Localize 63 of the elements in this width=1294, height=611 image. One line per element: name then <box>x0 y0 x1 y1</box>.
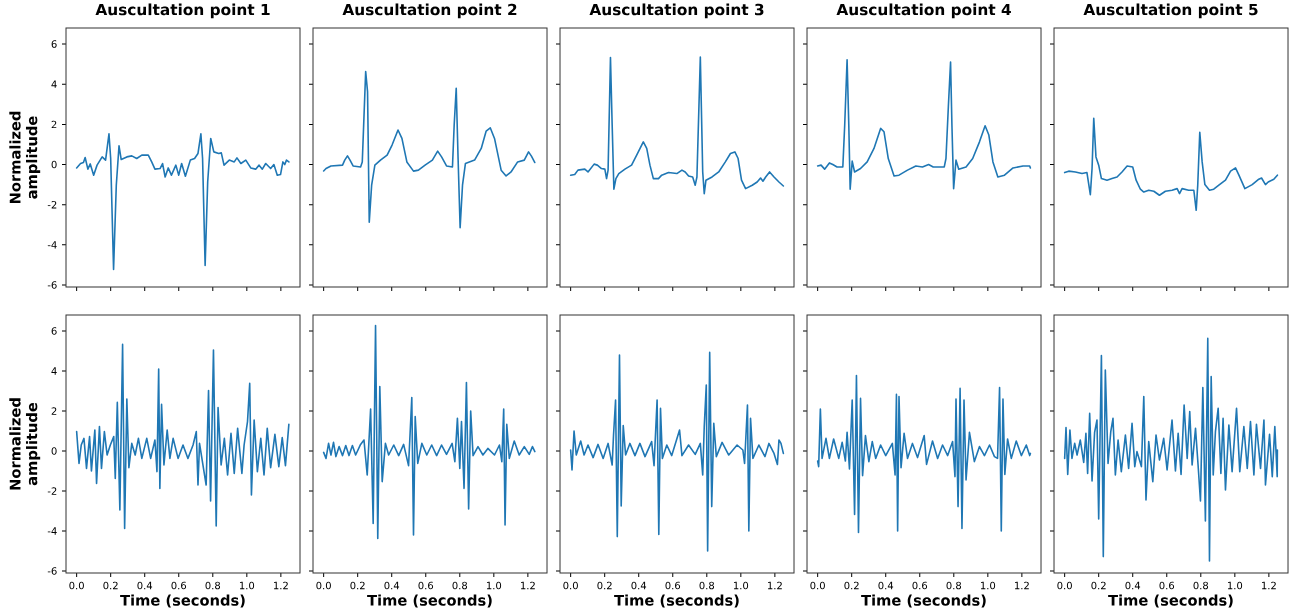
x-tick-label: 0.8 <box>946 581 962 590</box>
chart-title: Auscultation point 5 <box>1083 3 1258 19</box>
x-tick-label: 1.0 <box>733 581 749 590</box>
x-tick-label: 0.6 <box>665 581 681 590</box>
x-axis-title: Time (seconds) <box>120 594 245 608</box>
x-tick-label: 0.2 <box>103 581 118 590</box>
chart-title: Auscultation point 1 <box>95 3 270 19</box>
y-tick-label: 2 <box>51 407 57 415</box>
x-tick-label: 0.2 <box>350 581 365 590</box>
x-tick-label: 0.6 <box>171 581 187 590</box>
y-tick-label: -4 <box>47 241 57 249</box>
x-tick-label: 0.0 <box>810 581 825 590</box>
x-tick-label: 0.8 <box>452 581 468 590</box>
y-tick-label: 2 <box>51 120 57 129</box>
y-tick-label: -4 <box>47 527 57 535</box>
x-tick-label: 0.2 <box>597 581 612 590</box>
y-tick-label: -6 <box>47 567 57 575</box>
x-tick-label: 0.6 <box>418 581 434 590</box>
chart-title: Auscultation point 2 <box>342 3 517 19</box>
x-tick-label: 1.2 <box>768 581 782 590</box>
x-tick-label: 0.4 <box>878 581 894 590</box>
x-tick-label: 0.4 <box>137 581 153 590</box>
chart-title: Auscultation point 3 <box>589 3 764 19</box>
y-tick-label: 4 <box>51 367 57 375</box>
x-axis-title: Time (seconds) <box>861 594 986 608</box>
x-tick-label: 0.8 <box>699 581 715 590</box>
x-tick-label: 1.0 <box>980 581 996 590</box>
x-axis-title: Time (seconds) <box>614 594 739 608</box>
y-axis-title: Normalized amplitude <box>9 111 41 204</box>
x-tick-label: 0.4 <box>631 581 647 590</box>
x-tick-label: 0.2 <box>844 581 859 590</box>
x-tick-label: 0.4 <box>1125 581 1141 590</box>
x-tick-label: 1.0 <box>486 581 502 590</box>
line-series <box>75 133 290 271</box>
x-tick-label: 0.0 <box>316 581 331 590</box>
y-tick-label: 0 <box>51 447 57 455</box>
y-tick-label: 6 <box>51 327 57 335</box>
y-tick-label: -2 <box>47 200 57 209</box>
x-axis-title: Time (seconds) <box>367 594 492 608</box>
x-tick-label: 1.0 <box>1227 581 1243 590</box>
x-tick-label: 1.2 <box>521 581 535 590</box>
x-tick-label: 1.2 <box>1015 581 1029 590</box>
chart-title: Auscultation point 4 <box>836 3 1011 19</box>
x-tick-label: 0.6 <box>912 581 928 590</box>
x-tick-label: 1.2 <box>1262 581 1276 590</box>
y-tick-label: 6 <box>51 40 57 48</box>
y-tick-label: -2 <box>47 487 57 495</box>
y-tick-label: -6 <box>47 281 57 289</box>
y-tick-label: 0 <box>51 160 57 169</box>
x-tick-label: 0.0 <box>1057 581 1072 590</box>
line-series <box>75 343 290 530</box>
x-tick-label: 1.2 <box>274 581 288 590</box>
x-axis-title: Time (seconds) <box>1108 594 1233 608</box>
x-tick-label: 0.0 <box>563 581 578 590</box>
x-tick-label: 0.6 <box>1159 581 1175 590</box>
x-tick-label: 1.0 <box>239 581 255 590</box>
x-tick-label: 0.8 <box>205 581 221 590</box>
x-tick-label: 0.4 <box>384 581 400 590</box>
y-tick-label: 4 <box>51 80 57 88</box>
x-tick-label: 0.2 <box>1091 581 1106 590</box>
x-tick-label: 0.0 <box>69 581 84 590</box>
y-axis-title: Normalized amplitude <box>9 398 41 490</box>
x-tick-label: 0.8 <box>1193 581 1209 590</box>
